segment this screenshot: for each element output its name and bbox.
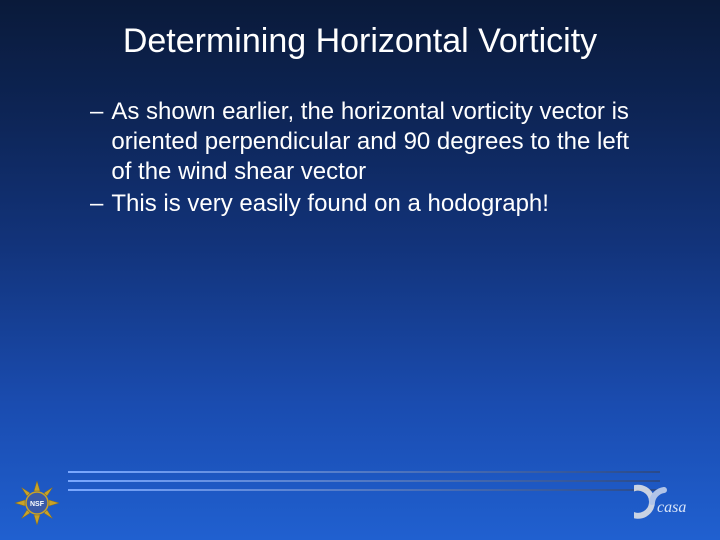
bullet-item: – This is very easily found on a hodogra… [90,189,650,219]
casa-logo-icon: casa [634,482,698,522]
casa-label: casa [657,499,686,516]
footer-divider-lines [68,471,660,498]
bullet-text: This is very easily found on a hodograph… [111,189,549,219]
slide-title: Determining Horizontal Vorticity [0,0,720,61]
divider-line [68,471,660,473]
bullet-text: As shown earlier, the horizontal vortici… [111,97,650,187]
bullet-item: – As shown earlier, the horizontal vorti… [90,97,650,187]
bullet-dash: – [90,97,103,127]
divider-line [68,480,660,482]
nsf-logo-icon: NSF [14,480,60,526]
bullet-dash: – [90,189,103,219]
divider-line [68,489,660,491]
nsf-label: NSF [30,501,45,508]
slide-content: – As shown earlier, the horizontal vorti… [0,61,720,219]
